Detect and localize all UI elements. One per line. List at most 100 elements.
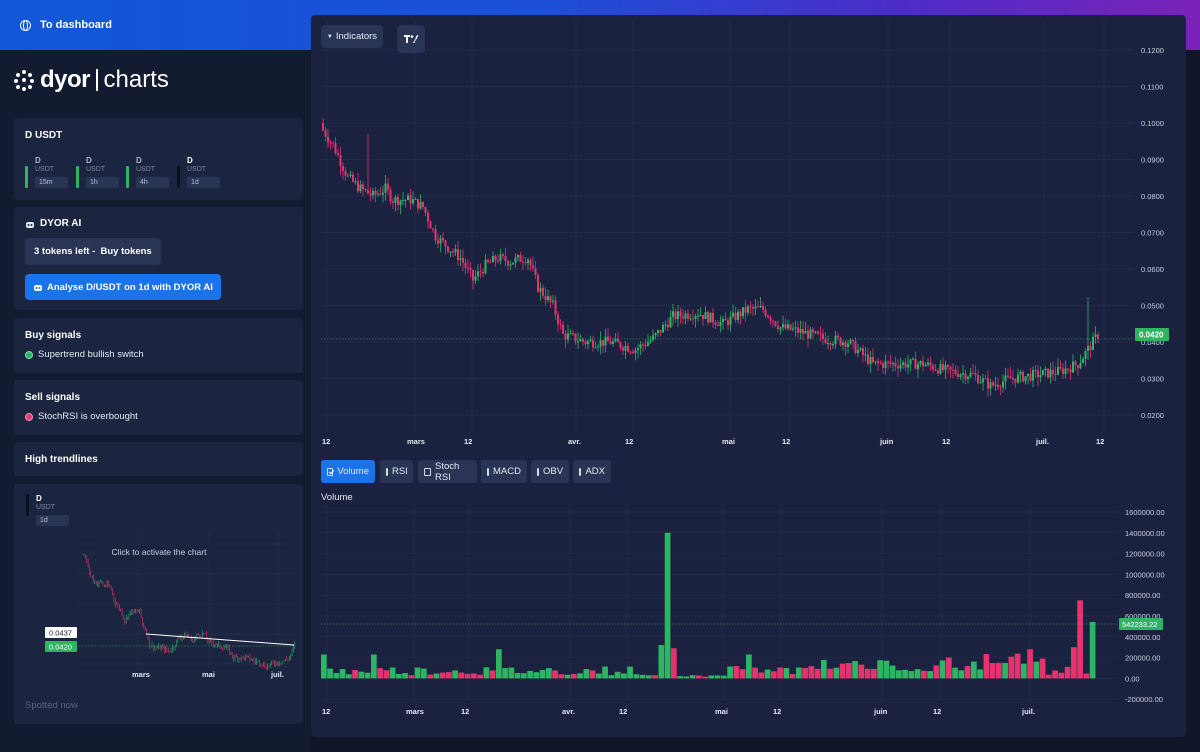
price-candle-body xyxy=(954,369,957,374)
analyse-button[interactable]: Analyse D/USDT on 1d with DYOR AI xyxy=(25,274,221,300)
price-candle-body xyxy=(714,322,717,325)
volume-chart[interactable]: 1600000.00 1400000.00 1200000.00 1000000.00… xyxy=(311,500,1186,730)
to-dashboard-link[interactable]: To dashboard xyxy=(20,17,112,33)
volume-bar xyxy=(858,664,865,679)
last-price-label xyxy=(1135,328,1169,341)
price-candle-body xyxy=(439,237,442,244)
ai-title: DYOR AI xyxy=(40,218,82,229)
tab-macd[interactable]: MACD xyxy=(481,460,527,483)
price-candle-body xyxy=(927,362,929,365)
dyor-logo-icon xyxy=(14,70,34,91)
price-candle-body xyxy=(414,198,417,200)
price-candle-body xyxy=(814,331,817,333)
price-candle-body xyxy=(397,197,399,206)
volume-x-tick: avr. xyxy=(562,707,575,716)
price-candle-body xyxy=(712,312,714,323)
volume-bar xyxy=(714,675,721,679)
last-volume-label-text: 542233.22 xyxy=(1122,620,1157,629)
volume-bar xyxy=(583,669,590,679)
price-candle-body xyxy=(764,309,767,316)
price-candle-body xyxy=(894,363,897,367)
price-candle-body xyxy=(972,372,974,374)
volume-y-tick: 0.00 xyxy=(1125,674,1140,683)
price-candle-body xyxy=(597,346,599,348)
price-candle-body xyxy=(747,306,749,313)
tab-stoch-rsi[interactable]: Stoch RSI xyxy=(418,460,477,483)
price-candle-body xyxy=(952,369,954,371)
volume-bar xyxy=(364,672,371,679)
price-candle-body xyxy=(542,287,544,296)
price-candle-body xyxy=(819,333,822,335)
price-candle-body xyxy=(442,237,444,241)
price-candle-body xyxy=(637,348,639,351)
price-candle-body xyxy=(949,366,952,370)
price-candle-body xyxy=(759,306,762,308)
volume-bar xyxy=(483,667,490,679)
price-grid xyxy=(321,20,1134,432)
price-candle-body xyxy=(984,378,987,380)
volume-bar xyxy=(396,674,402,679)
tab-obv[interactable]: OBV xyxy=(531,460,569,483)
volume-bar xyxy=(564,674,571,679)
sell-signal-item[interactable]: StochRSI is overbought xyxy=(25,411,138,422)
price-candle-body xyxy=(339,155,342,167)
buy-signals-title: Buy signals xyxy=(25,330,82,341)
price-candle-body xyxy=(867,354,869,364)
volume-y-tick: 800000.00 xyxy=(1125,591,1160,600)
volume-x-axis: 12 mars 12 avr. 12 mai 12 juin 12 juil. xyxy=(322,707,1035,716)
tab-adx[interactable]: ADX xyxy=(573,460,611,483)
bullish-icon xyxy=(25,350,33,359)
mini-price-label-green xyxy=(45,641,77,652)
price-candle-body xyxy=(434,228,437,241)
price-candle-body xyxy=(732,312,734,317)
tab-volume[interactable]: Volume xyxy=(321,460,375,483)
price-candle-body xyxy=(834,335,837,344)
price-candle-body xyxy=(669,316,672,328)
buy-signal-item[interactable]: Supertrend bullish switch xyxy=(25,349,144,360)
price-candle-body xyxy=(594,347,597,349)
volume-bar xyxy=(1046,674,1052,679)
last-price-label-text: 0.0420 xyxy=(1139,331,1164,340)
tradingview-logo-button[interactable] xyxy=(397,25,425,53)
volume-bar xyxy=(602,666,608,679)
price-candle-body xyxy=(827,343,829,345)
dyor-charts-logo[interactable]: dyor charts xyxy=(14,66,169,94)
price-candle-body xyxy=(1054,373,1057,375)
price-candle-body xyxy=(619,342,622,348)
volume-y-tick: 1000000.00 xyxy=(1125,570,1165,579)
price-candle-body xyxy=(1009,376,1012,379)
price-candle-body xyxy=(917,364,919,370)
indicators-button[interactable]: ▼ Indicators xyxy=(321,25,383,48)
volume-bar xyxy=(1083,673,1090,679)
mini-chart-overlay[interactable]: Click to activate the chart xyxy=(102,543,216,561)
volume-bar xyxy=(1064,666,1071,679)
price-candle-body xyxy=(1077,365,1079,369)
price-candle-body xyxy=(369,193,372,196)
price-candle-body xyxy=(977,375,979,384)
last-volume-label xyxy=(1119,618,1163,630)
price-candle-body xyxy=(857,349,859,354)
mini-chart[interactable]: 0.0437 0.0420 mars mai juil. xyxy=(14,530,303,690)
price-candle-body xyxy=(552,300,554,302)
checkbox-checked-icon xyxy=(327,467,334,476)
price-candle-body xyxy=(399,200,402,206)
buy-tokens-button[interactable]: 3 tokens left - Buy tokens xyxy=(25,238,161,265)
price-candle-body xyxy=(809,329,812,339)
price-candle-body xyxy=(812,329,814,333)
price-chart[interactable]: 0.1200 0.1100 0.1000 0.0900 0.0800 0.0700 0.06… xyxy=(311,15,1186,460)
price-candle-body xyxy=(672,311,674,317)
buy-signals-card: Buy signals Supertrend bullish switch xyxy=(14,318,303,373)
tab-rsi[interactable]: RSI xyxy=(380,460,413,483)
sell-signals-card: Sell signals StochRSI is overbought xyxy=(14,380,303,435)
price-x-tick: 12 xyxy=(322,437,330,446)
price-candle-body xyxy=(642,344,644,346)
volume-bar xyxy=(414,667,421,679)
price-candle-body xyxy=(1042,369,1044,375)
trendlines-card[interactable]: High trendlines xyxy=(14,442,303,476)
volume-bar xyxy=(546,668,552,679)
price-candle-body xyxy=(882,363,884,368)
price-candle-body xyxy=(354,181,357,183)
price-candle-body xyxy=(532,265,534,269)
price-candle-body xyxy=(904,362,907,368)
volume-bar xyxy=(533,672,540,679)
